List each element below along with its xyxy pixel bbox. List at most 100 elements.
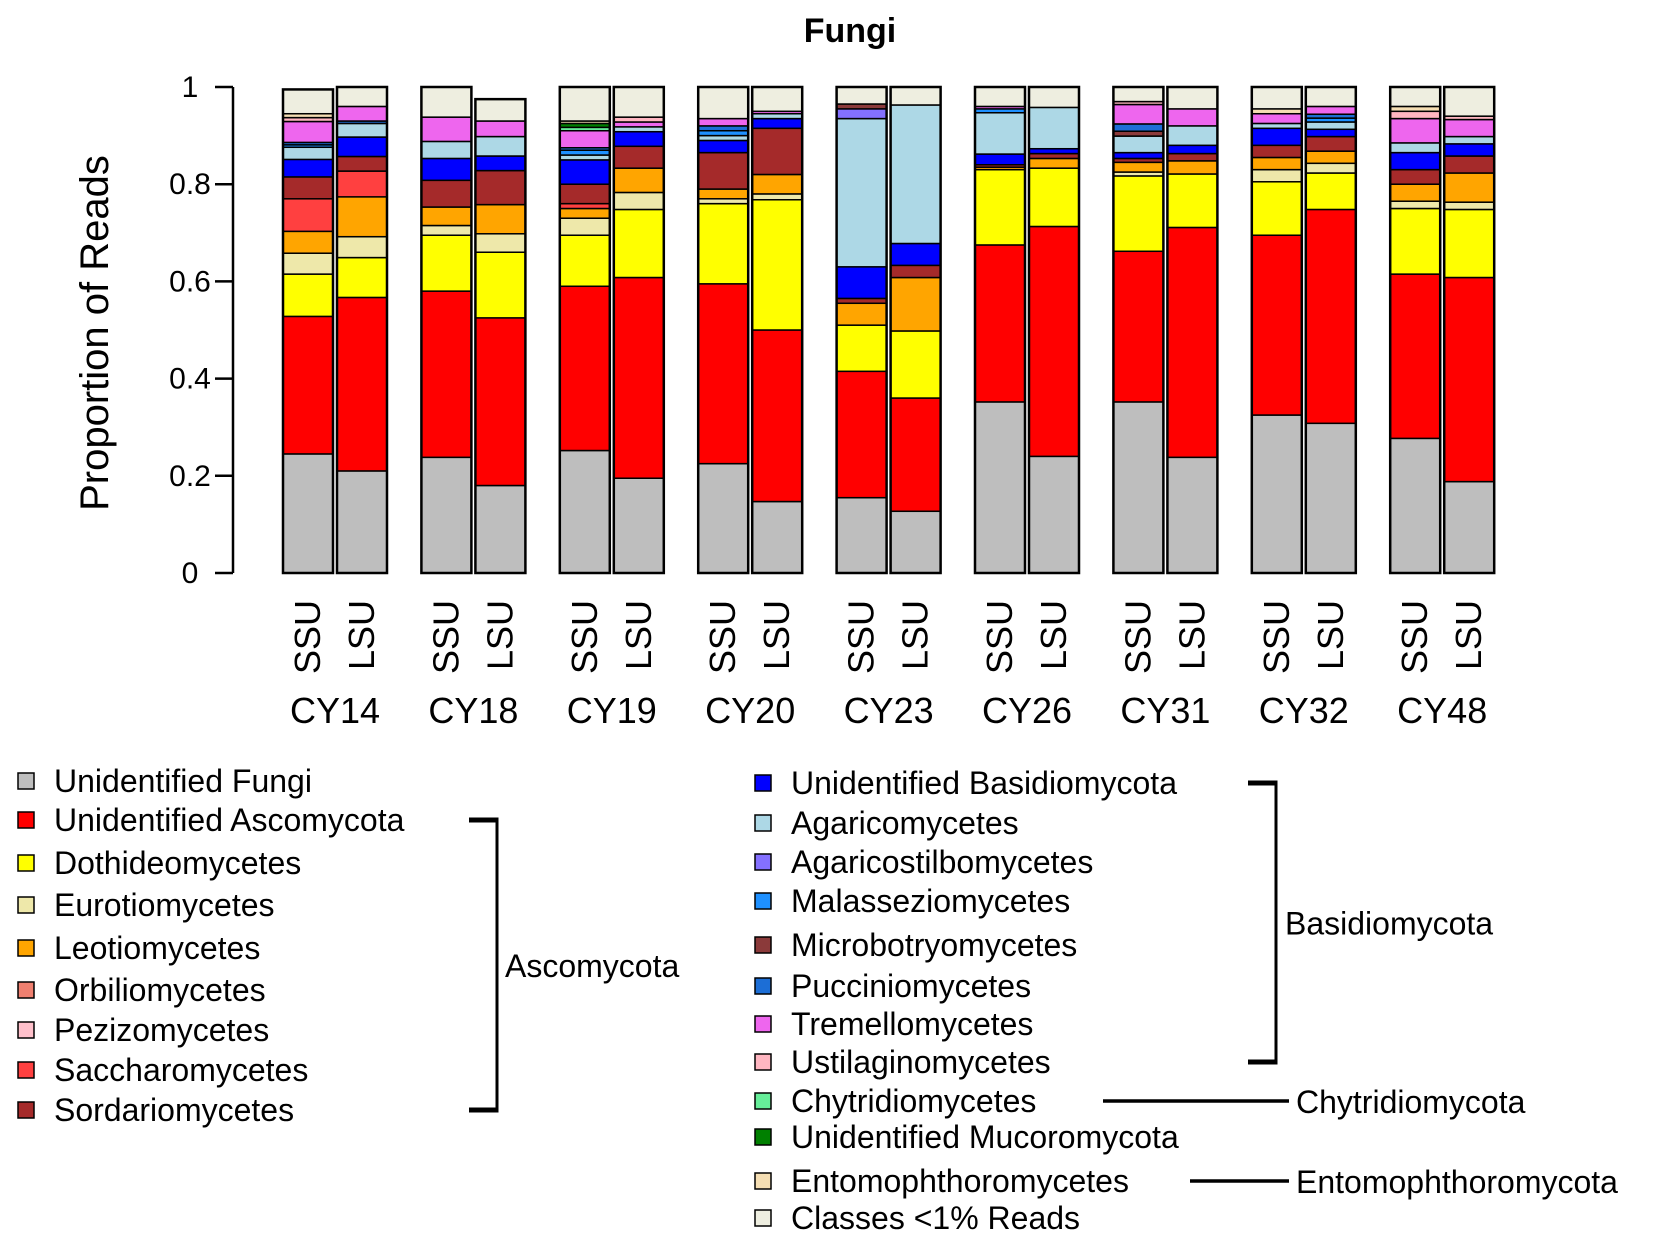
bar-segment-cy18-ssu-1 <box>420 290 473 459</box>
bar-outline-cy48-ssu <box>1388 85 1442 575</box>
bar-segment-cy31-ssu-10 <box>1112 135 1165 154</box>
bar-segment-cy48-ssu-15 <box>1389 117 1441 144</box>
bar-segment-cy20-lsu-2 <box>751 199 803 331</box>
bar-segment-cy48-ssu-20 <box>1389 86 1441 108</box>
legend-label: Leotiomycetes <box>54 930 260 966</box>
bar-segment-cy48-ssu-10 <box>1389 142 1441 154</box>
bar-segment-cy19-lsu-0 <box>613 477 665 574</box>
legend-label: Tremellomycetes <box>791 1006 1033 1042</box>
bar-segment-cy32-ssu-15 <box>1251 112 1303 125</box>
bar-segment-cy20-lsu-0 <box>751 500 803 574</box>
bar-segment-cy31-lsu-4 <box>1166 160 1219 175</box>
bar-segment-cy48-ssu-8 <box>1389 168 1441 185</box>
bar-segment-cy20-ssu-0 <box>697 462 749 574</box>
bar-segment-cy19-ssu-15 <box>559 129 611 149</box>
bar-segment-cy14-ssu-1 <box>282 315 334 455</box>
legend-label: Unidentified Basidiomycota <box>791 765 1177 801</box>
group-label: CY23 <box>844 690 934 731</box>
bar-segment-cy14-ssu-15 <box>282 120 334 144</box>
bar-segment-cy14-ssu-7 <box>282 198 334 233</box>
bar-segment-cy48-lsu-8 <box>1443 155 1495 174</box>
phylum-brackets: Ascomycota Basidiomycota Chytridiomycota En… <box>469 780 1618 1200</box>
marker-label: SSU <box>1117 600 1158 674</box>
legend-label: Eurotiomycetes <box>54 887 275 923</box>
marker-label: SSU <box>564 600 605 674</box>
bar-segment-cy19-ssu-20 <box>559 86 611 122</box>
bar-segment-cy23-lsu-2 <box>889 330 942 399</box>
bar-segment-cy23-lsu-9 <box>889 242 942 267</box>
bar-segment-cy48-lsu-10 <box>1443 135 1495 145</box>
bar-segment-cy18-lsu-1 <box>474 317 527 487</box>
bar-segment-cy26-lsu-4 <box>1028 157 1080 169</box>
bar-segment-cy32-ssu-9 <box>1251 127 1303 147</box>
legend-swatch <box>754 892 772 910</box>
bar-segment-cy26-ssu-2 <box>974 168 1026 246</box>
bar-segment-cy18-lsu-20 <box>474 98 527 122</box>
bar-outline-cy32-lsu <box>1304 85 1358 575</box>
marker-label: SSU <box>979 600 1020 674</box>
legend-label: Saccharomycetes <box>54 1052 308 1088</box>
bar-segment-cy31-lsu-20 <box>1166 86 1219 110</box>
bar-segment-cy19-lsu-4 <box>613 167 665 194</box>
bar-segment-cy20-lsu-4 <box>751 173 803 195</box>
y-axis-title: Proportion of Reads <box>73 155 117 511</box>
legend-swatch <box>17 896 35 914</box>
bar-segment-cy48-lsu-15 <box>1443 118 1495 138</box>
bar-segment-cy18-lsu-0 <box>474 484 527 574</box>
bar-segment-cy18-ssu-15 <box>420 116 473 143</box>
bar-segment-cy26-lsu-10 <box>1028 106 1080 150</box>
chart-title: Fungi <box>804 12 897 50</box>
bar-segment-cy32-ssu-4 <box>1251 156 1303 171</box>
bar-segment-cy14-lsu-3 <box>336 235 388 259</box>
bar-segment-cy31-ssu-15 <box>1112 103 1165 125</box>
bar-segment-cy18-lsu-3 <box>474 233 527 253</box>
bar-segment-cy19-ssu-1 <box>559 285 611 452</box>
bar-segment-cy14-lsu-2 <box>336 256 388 299</box>
legend-label: Unidentified Mucoromycota <box>791 1119 1179 1155</box>
bar-segment-cy23-lsu-8 <box>889 264 942 279</box>
legend-swatch <box>754 1092 772 1110</box>
legend-label: Entomophthoromycetes <box>791 1163 1129 1199</box>
bar-segment-cy32-lsu-1 <box>1305 208 1357 425</box>
bar-segment-cy19-lsu-1 <box>613 276 665 479</box>
bar-outline-cy31-lsu <box>1166 85 1219 575</box>
bar-segment-cy18-ssu-9 <box>420 157 473 182</box>
legend-swatch <box>17 854 35 872</box>
bar-outline-cy26-lsu <box>1027 85 1081 575</box>
y-tick-label: 0.6 <box>169 265 211 298</box>
marker-label: LSU <box>1171 600 1212 670</box>
marker-label: SSU <box>1256 600 1297 674</box>
legend-label: Pezizomycetes <box>54 1012 269 1048</box>
bar-segment-cy32-lsu-9 <box>1305 128 1357 138</box>
legend-swatch <box>17 981 35 999</box>
y-tick-label: 0.8 <box>169 168 211 201</box>
bar-segment-cy48-lsu-2 <box>1443 208 1495 279</box>
bar-segment-cy18-lsu-8 <box>474 169 527 206</box>
bar-segment-cy23-ssu-1 <box>835 370 888 499</box>
bar-segment-cy32-ssu-2 <box>1251 181 1303 236</box>
bar-segment-cy18-ssu-20 <box>420 86 473 118</box>
bar-outline-cy48-lsu <box>1442 85 1496 575</box>
bar-segment-cy14-lsu-1 <box>336 296 388 472</box>
bar-segment-cy18-lsu-15 <box>474 120 527 138</box>
legend-label: Chytridiomycetes <box>791 1083 1036 1119</box>
legend-label: Classes <1% Reads <box>791 1200 1080 1236</box>
bar-segment-cy32-lsu-4 <box>1305 150 1357 165</box>
legend-label: Dothideomycetes <box>54 845 301 881</box>
group-label: CY26 <box>982 690 1072 731</box>
legend-swatch <box>754 936 772 954</box>
bar-segment-cy32-ssu-0 <box>1251 414 1303 574</box>
phylum-label: Entomophthoromycota <box>1296 1164 1618 1200</box>
bar-segment-cy14-ssu-0 <box>282 453 334 574</box>
bar-segment-cy48-lsu-1 <box>1443 276 1495 483</box>
y-tick-label: 0.2 <box>169 460 211 493</box>
bar-segment-cy19-lsu-3 <box>613 191 665 211</box>
bar-segment-cy23-ssu-2 <box>835 324 888 373</box>
group-label: CY48 <box>1397 690 1487 731</box>
marker-label: SSU <box>702 600 743 674</box>
marker-label: LSU <box>1448 600 1489 670</box>
legend-label: Agaricomycetes <box>791 805 1019 841</box>
bar-segment-cy31-lsu-15 <box>1166 108 1219 127</box>
bar-segment-cy19-ssu-9 <box>559 159 611 185</box>
